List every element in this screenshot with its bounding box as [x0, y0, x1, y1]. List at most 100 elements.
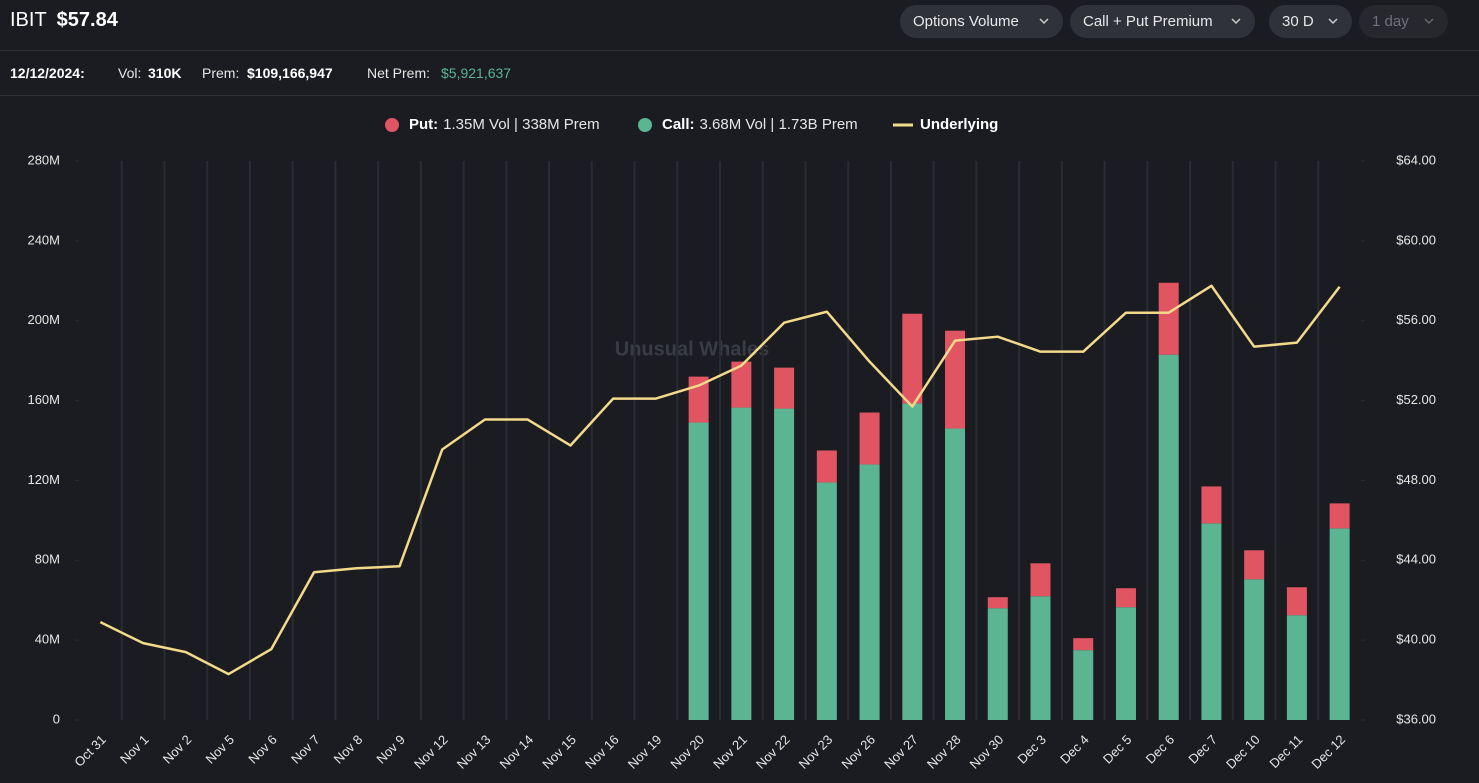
- bar-segment: [859, 464, 880, 720]
- date: 12/12/2024:: [10, 65, 85, 81]
- bar-segment: [902, 403, 923, 720]
- y2-tick-label: $40.00: [1396, 632, 1436, 647]
- y2-tick-label: $48.00: [1396, 472, 1436, 487]
- bar-segment: [1286, 587, 1307, 616]
- bar-segment: [1115, 607, 1136, 720]
- price: $57.84: [56, 9, 118, 31]
- x-tick-label: Dec 3: [1014, 732, 1049, 767]
- line: [99, 284, 1341, 676]
- y-tick-label: 160M: [27, 392, 60, 407]
- dropdown[interactable]: Options Volume: [900, 5, 1063, 38]
- legend-swatch: [638, 118, 652, 132]
- dropdown[interactable]: 1 day: [1359, 5, 1448, 38]
- bar-segment: [1030, 596, 1051, 720]
- x-tick-label: Nov 30: [967, 732, 1007, 772]
- x-tick-label: Dec 6: [1143, 732, 1178, 767]
- legend-swatch: [385, 118, 399, 132]
- x-tick-label: Dec 10: [1223, 732, 1263, 772]
- value: $5,921,637: [441, 65, 512, 81]
- legend-item: Call: 3.68M Vol | 1.73B Prem: [638, 116, 858, 133]
- bar-segment: [1158, 282, 1179, 355]
- x-tick-label: Nov 6: [245, 732, 280, 767]
- bar-segment: [945, 330, 966, 429]
- y-tick-label: 240M: [27, 232, 60, 247]
- x-tick-label: Nov 20: [667, 732, 707, 772]
- ticker: IBIT $57.84: [10, 9, 128, 32]
- x-tick-label: Nov 7: [288, 732, 323, 767]
- bar-segment: [1244, 550, 1265, 580]
- toolbar: IBIT $57.84 Options Volume Call + Put Pre…: [0, 0, 1479, 51]
- dropdown-label: Call + Put Premium: [1083, 13, 1213, 30]
- chevron: [1328, 18, 1338, 25]
- bar-segment: [1073, 650, 1094, 720]
- x-tick-label: Nov 26: [838, 732, 878, 772]
- bar-segment: [731, 361, 752, 408]
- x-tick-label: Nov 5: [202, 732, 237, 767]
- bar-segment: [1244, 579, 1265, 720]
- y-tick-label: 40M: [35, 632, 60, 647]
- x-tick-label: Nov 8: [331, 732, 366, 767]
- x-tick-label: Nov 28: [924, 732, 964, 772]
- x-tick-label: Nov 15: [539, 732, 579, 772]
- bar-segment: [1201, 486, 1222, 524]
- dropdown-label: Options Volume: [913, 13, 1019, 30]
- y2-tick-label: $60.00: [1396, 232, 1436, 247]
- x-tick-label: Dec 7: [1185, 732, 1220, 767]
- dropdown-label: 1 day: [1372, 13, 1409, 30]
- chevron: [1039, 18, 1049, 25]
- y-tick-label: 280M: [27, 152, 60, 167]
- legend-item: Underlying: [893, 116, 998, 133]
- bar-segment: [1030, 563, 1051, 597]
- legend-label: Call:: [662, 116, 695, 133]
- bar-segment: [816, 482, 837, 720]
- bar-segment: [731, 407, 752, 720]
- bar-segment: [1286, 615, 1307, 720]
- x-tick-label: Dec 12: [1308, 732, 1348, 772]
- bar-segment: [1329, 503, 1350, 529]
- x-tick-label: Nov 9: [373, 732, 408, 767]
- bar-segment: [945, 428, 966, 720]
- x-tick-label: Nov 22: [753, 732, 793, 772]
- bar-segment: [1201, 523, 1222, 720]
- dropdown-label: 30 D: [1282, 13, 1314, 30]
- bar-segment: [1073, 638, 1094, 651]
- x-tick-label: Dec 11: [1266, 732, 1305, 771]
- x-tick-label: Nov 16: [582, 732, 622, 772]
- dropdown[interactable]: 30 D: [1269, 5, 1352, 38]
- x-tick-label: Oct 31: [71, 732, 109, 770]
- y2-tick-label: $52.00: [1396, 392, 1436, 407]
- x-tick-label: Dec 5: [1100, 732, 1135, 767]
- x-tick-label: Nov 2: [160, 732, 195, 767]
- y2-tick-label: $44.00: [1396, 552, 1436, 567]
- value: $109,166,947: [247, 65, 333, 81]
- bar-segment: [987, 608, 1008, 720]
- chevron: [1424, 18, 1434, 25]
- x-tick-label: Nov 19: [625, 732, 665, 772]
- y2-tick-label: $56.00: [1396, 312, 1436, 327]
- legend-item: Put: 1.35M Vol | 338M Prem: [385, 116, 600, 133]
- bar-segment: [688, 422, 709, 720]
- legend-detail: 3.68M Vol | 1.73B Prem: [700, 116, 858, 133]
- bar-segment: [987, 597, 1008, 609]
- value: 310K: [148, 65, 182, 81]
- bar-segment: [774, 367, 795, 409]
- y-tick-label: 0: [53, 711, 60, 726]
- dropdown[interactable]: Call + Put Premium: [1070, 5, 1255, 38]
- bar-segment: [859, 412, 880, 465]
- x-tick-label: Nov 1: [117, 732, 152, 767]
- y2-tick-label: $36.00: [1396, 711, 1436, 726]
- x-tick-label: Dec 4: [1057, 732, 1092, 767]
- x-tick-label: Nov 12: [411, 732, 451, 772]
- x-tick-label: Nov 13: [454, 732, 494, 772]
- legend-label: Underlying: [920, 116, 998, 133]
- bar-segment: [902, 313, 923, 404]
- x-tick-label: Nov 27: [881, 732, 921, 772]
- legend-label: Put:: [409, 116, 438, 133]
- bar-segment: [774, 408, 795, 720]
- x-tick-label: Nov 21: [710, 732, 750, 772]
- y2-tick-label: $64.00: [1396, 152, 1436, 167]
- summary-bar: 12/12/2024: Vol: 310K Prem: $109,166,947…: [0, 51, 1479, 96]
- bar-segment: [816, 450, 837, 483]
